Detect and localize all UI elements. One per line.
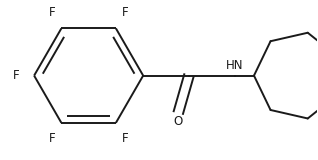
Text: F: F: [121, 132, 128, 145]
Text: O: O: [174, 115, 183, 128]
Text: F: F: [13, 69, 20, 82]
Text: F: F: [49, 6, 56, 19]
Text: HN: HN: [226, 59, 243, 72]
Text: F: F: [49, 132, 56, 145]
Text: F: F: [121, 6, 128, 19]
